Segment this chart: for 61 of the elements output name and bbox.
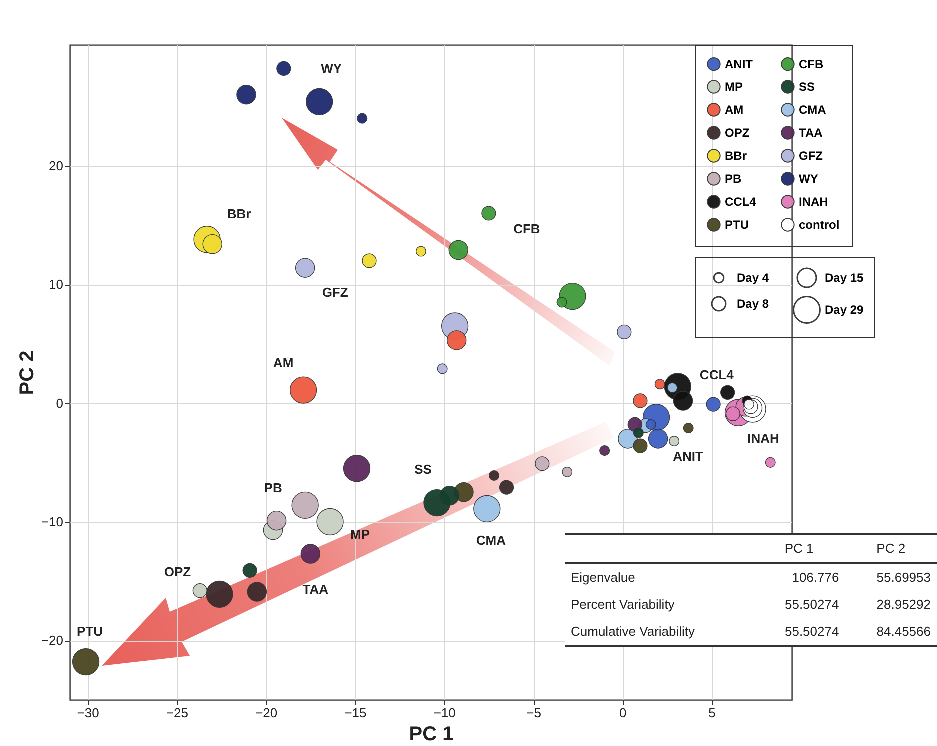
x-tick-label: −10 bbox=[434, 706, 456, 720]
text: 84.45566 bbox=[876, 624, 931, 639]
annotation: PC 1 bbox=[753, 533, 846, 564]
legend-label: CMA bbox=[799, 103, 827, 117]
annotation: Cumulative Variability bbox=[565, 618, 754, 647]
annotation: CCL4 bbox=[700, 368, 735, 383]
y-tick-label: −10 bbox=[41, 514, 64, 530]
x-tick-label: −30 bbox=[77, 706, 100, 720]
annotation: CFB bbox=[514, 221, 540, 236]
annotation: 55.50274 bbox=[784, 596, 840, 614]
annotation: CMA bbox=[476, 532, 507, 548]
annotation: PTU bbox=[77, 624, 104, 640]
annotation: 55.50274 bbox=[753, 618, 846, 647]
legend-label: Day 29 bbox=[825, 303, 864, 317]
annotation: ANIT bbox=[673, 448, 704, 464]
y-tick-label: 20 bbox=[49, 158, 64, 174]
x-tick-label: 0 bbox=[620, 706, 627, 720]
text: 28.95292 bbox=[876, 597, 931, 612]
legend-label: SS bbox=[799, 80, 816, 94]
annotation: WY bbox=[321, 60, 342, 76]
x-tick-label: 5 bbox=[708, 706, 716, 720]
legend-label: OPZ bbox=[725, 126, 750, 140]
annotation: SS bbox=[414, 462, 432, 478]
legend-label: AM bbox=[725, 103, 744, 117]
y-tick-label: 0 bbox=[56, 396, 64, 411]
x-axis-title: PC 1 bbox=[409, 724, 454, 746]
annotation: GFZ bbox=[322, 285, 348, 300]
annotation: 106.776 bbox=[791, 569, 840, 587]
text: PC 2 bbox=[876, 541, 906, 556]
legend-label: TAA bbox=[799, 126, 824, 140]
annotation: OPZ bbox=[164, 564, 192, 580]
annotation: Eigenvalue bbox=[570, 569, 636, 587]
annotation: BBr bbox=[227, 206, 252, 222]
annotation: TAA bbox=[302, 582, 330, 598]
x-tick-label: −5 bbox=[526, 706, 542, 720]
y-axis-title: PC 2 bbox=[16, 350, 38, 396]
annotation: INAH bbox=[748, 430, 780, 446]
y-tick-label: −20 bbox=[41, 633, 64, 648]
annotation: MP bbox=[350, 527, 370, 542]
legend-label: BBr bbox=[725, 149, 748, 163]
legend-label: Day 8 bbox=[737, 297, 770, 311]
legend-label: Day 15 bbox=[825, 270, 864, 285]
legend-label: control bbox=[799, 218, 840, 232]
legend-label: CFB bbox=[799, 57, 824, 72]
legend-label: CCL4 bbox=[725, 195, 757, 209]
x-tick-label: −25 bbox=[166, 706, 188, 720]
legend-label: WY bbox=[799, 172, 818, 186]
legend-label: GFZ bbox=[799, 149, 823, 163]
legend-label: ANIT bbox=[725, 57, 754, 72]
annotation: AM bbox=[273, 355, 294, 370]
y-tick-label: 10 bbox=[49, 277, 64, 292]
x-tick-label: −20 bbox=[256, 706, 278, 720]
legend-label: Day 4 bbox=[737, 271, 770, 286]
legend-label: PTU bbox=[725, 218, 749, 232]
legend-label: MP bbox=[725, 80, 743, 94]
legend-label: PB bbox=[725, 172, 742, 186]
annotation: Percent Variability bbox=[570, 596, 676, 614]
annotation: PB bbox=[264, 480, 282, 496]
text: 55.69953 bbox=[876, 570, 931, 585]
x-tick-label: −15 bbox=[344, 706, 367, 720]
legend-label: INAH bbox=[799, 195, 828, 209]
